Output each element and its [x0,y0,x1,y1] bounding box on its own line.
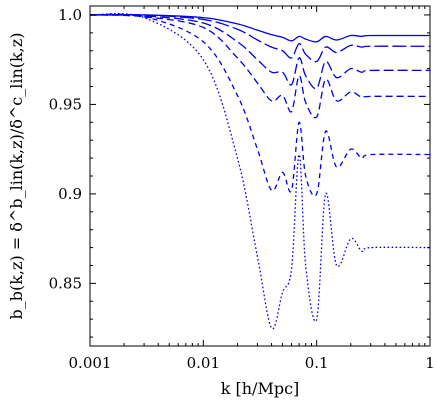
x-tick-label: 0.01 [187,354,220,372]
x-tick-label: 1 [425,354,435,372]
x-tick-label: 0.001 [69,354,112,372]
curves-group [89,12,431,330]
series-line-6 [89,12,431,330]
y-axis-title: b_b(k,z) = δ^b_lin(k,z)/δ^c_lin(k,z) [7,33,26,320]
series-line-4 [89,14,431,119]
y-tick-label: 0.9 [58,185,82,203]
y-tick-label: 0.85 [49,274,82,292]
y-tick-label: 1.0 [58,6,82,24]
ticks-group: 0.001 0.01 0.1 1 1.0 0.95 0.9 0.85 [49,6,435,372]
series-line-5 [89,13,431,197]
plot-frame [89,5,431,347]
series-line-2 [89,13,431,63]
x-axis-title: k [h/Mpc] [221,379,300,398]
series-line-3 [89,14,431,90]
y-tick-label: 0.95 [49,95,82,113]
x-tick-label: 0.1 [305,354,329,372]
series-line-1 [89,14,431,43]
